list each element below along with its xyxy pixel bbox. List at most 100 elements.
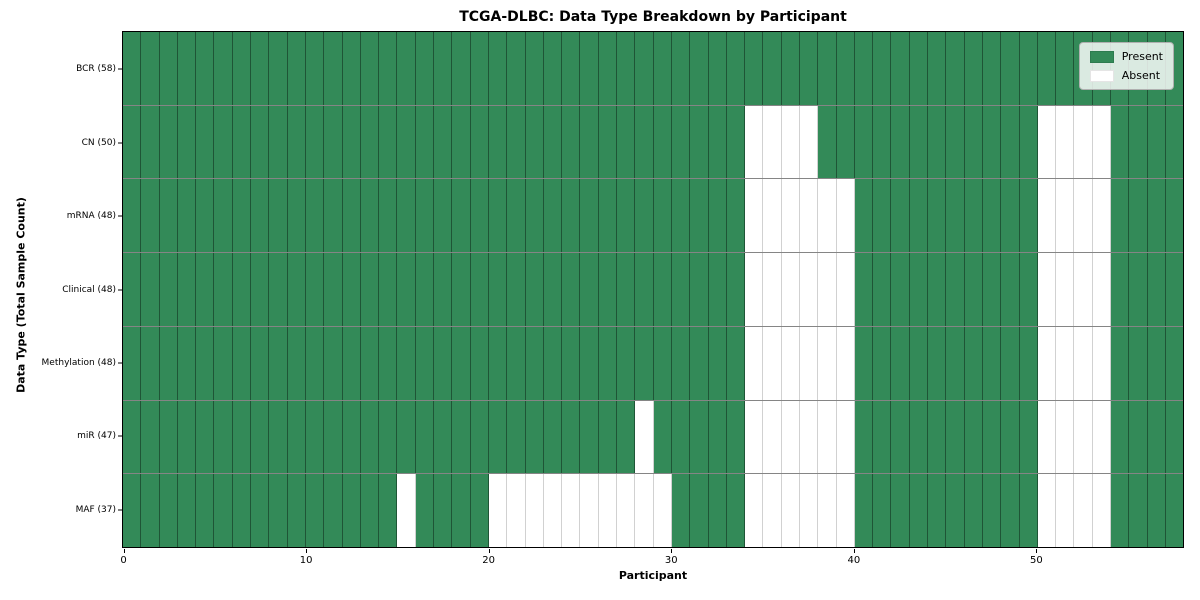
heatmap-cell: [177, 400, 197, 474]
heatmap-cell: [232, 105, 252, 179]
heatmap-cell: [177, 474, 197, 548]
y-tick-label: BCR (58): [76, 64, 116, 75]
heatmap-cell: [470, 253, 489, 326]
y-tick-label: CN (50): [81, 137, 116, 148]
heatmap-cell: [379, 32, 398, 105]
heatmap-cell: [470, 400, 489, 474]
x-tick-mark: [671, 548, 673, 553]
heatmap-cell: [580, 253, 599, 326]
heatmap-cell: [909, 400, 929, 474]
heatmap-cell: [909, 179, 929, 253]
heatmap-cell: [177, 32, 197, 105]
heatmap-cell: [964, 253, 983, 326]
heatmap-cell: [617, 32, 636, 105]
heatmap-cell: [434, 32, 453, 105]
heatmap-cell: [891, 326, 910, 400]
heatmap-cell: [1147, 253, 1166, 326]
heatmap-cell: [580, 400, 599, 474]
heatmap-cell: [269, 179, 288, 253]
heatmap-cell: [1037, 105, 1057, 179]
heatmap-cell: [196, 253, 215, 326]
heatmap-cell: [251, 400, 270, 474]
heatmap-cell: [507, 400, 526, 474]
heatmap-cell: [305, 179, 325, 253]
heatmap-cell: [434, 105, 453, 179]
heatmap-cell: [525, 32, 544, 105]
heatmap-cell: [543, 326, 563, 400]
heatmap-cell: [434, 326, 453, 400]
heatmap-cell: [1037, 179, 1057, 253]
heatmap-cell: [1129, 400, 1148, 474]
heatmap-cell: [1111, 105, 1130, 179]
heatmap-cell: [287, 253, 306, 326]
heatmap-row-mir: [123, 400, 1184, 475]
y-tick-mark: [118, 68, 122, 70]
heatmap-cell: [635, 326, 654, 400]
heatmap-cell: [964, 32, 983, 105]
y-tick-mark: [118, 289, 122, 290]
heatmap-cell: [763, 32, 782, 105]
x-tick-label: 0: [120, 555, 127, 566]
heatmap-cell: [781, 179, 800, 253]
y-axis-title-text: Data Type (Total Sample Count): [14, 197, 28, 393]
heatmap-cell: [214, 105, 233, 179]
heatmap-cell: [1074, 253, 1093, 326]
heatmap-cell: [379, 179, 398, 253]
heatmap-cell: [525, 179, 544, 253]
heatmap-cell: [214, 326, 233, 400]
heatmap-cell: [1074, 474, 1093, 548]
heatmap-cell: [1092, 105, 1112, 179]
heatmap-cell: [123, 32, 142, 105]
heatmap-row-bcr: [123, 32, 1184, 106]
heatmap-cell: [653, 32, 672, 105]
y-tick-mark: [118, 435, 122, 437]
heatmap-cell: [671, 400, 691, 474]
heatmap-cell: [397, 326, 416, 400]
heatmap-cell: [799, 105, 819, 179]
heatmap-cell: [671, 474, 691, 548]
heatmap-cell: [982, 179, 1002, 253]
heatmap-cell: [360, 474, 380, 548]
heatmap-cell: [982, 32, 1002, 105]
heatmap-cell: [525, 400, 544, 474]
heatmap-cell: [836, 105, 855, 179]
heatmap-cell: [379, 105, 398, 179]
heatmap-cell: [690, 32, 709, 105]
heatmap-cell: [1147, 474, 1166, 548]
heatmap-cell: [580, 326, 599, 400]
heatmap-cell: [415, 179, 435, 253]
heatmap-cell: [141, 179, 160, 253]
heatmap-cell: [305, 253, 325, 326]
heatmap-cell: [873, 105, 892, 179]
heatmap-cell: [1019, 326, 1038, 400]
legend-swatch-present: [1089, 50, 1114, 63]
heatmap-cell: [232, 179, 252, 253]
heatmap-cell: [1019, 474, 1038, 548]
heatmap-cell: [214, 253, 233, 326]
heatmap-cell: [562, 179, 581, 253]
x-tick-mark: [306, 548, 308, 553]
heatmap-cell: [562, 474, 581, 548]
heatmap-cell: [928, 253, 947, 326]
heatmap-cell: [232, 326, 252, 400]
heatmap-cell: [287, 32, 306, 105]
heatmap-cell: [781, 326, 800, 400]
heatmap-cell: [891, 105, 910, 179]
heatmap-cell: [324, 179, 343, 253]
heatmap-cell: [799, 326, 819, 400]
heatmap-cell: [928, 400, 947, 474]
heatmap-cell: [598, 105, 618, 179]
x-tick-mark: [123, 548, 125, 553]
heatmap-cell: [909, 326, 929, 400]
heatmap-cell: [488, 474, 508, 548]
heatmap-cell: [763, 474, 782, 548]
legend-swatch-absent: [1089, 69, 1114, 82]
heatmap-cell: [379, 400, 398, 474]
heatmap-cell: [635, 253, 654, 326]
heatmap-cell: [708, 253, 727, 326]
y-tick-label: miR (47): [77, 431, 116, 442]
heatmap-cell: [214, 179, 233, 253]
heatmap-cell: [635, 400, 654, 474]
heatmap-row-methylation: [123, 326, 1184, 401]
heatmap-cell: [324, 400, 343, 474]
